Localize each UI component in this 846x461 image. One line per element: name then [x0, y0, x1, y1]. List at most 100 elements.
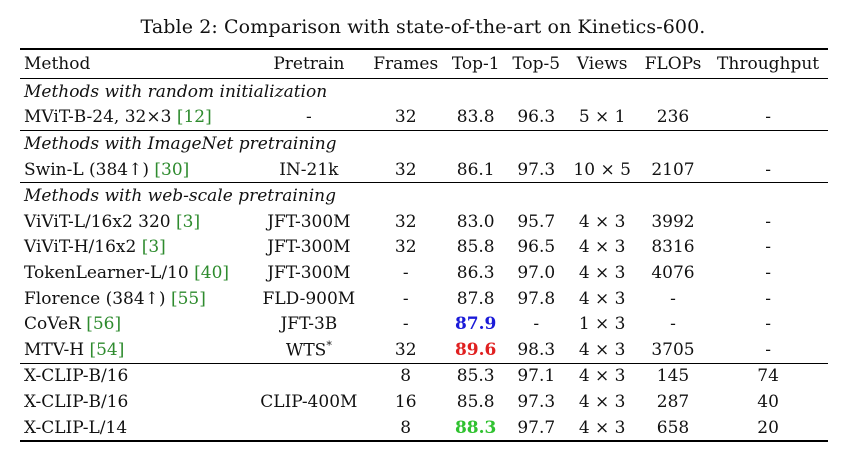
top5-cell: 98.3	[517, 339, 556, 360]
throughput-cell: -	[765, 262, 771, 283]
table-row: Swin-L (384↑) [30] IN-21k 32 86.1 97.3 1…	[20, 157, 828, 183]
table-row: ViViT-H/16x2 [3] JFT-300M 32 85.8 96.5 4…	[20, 235, 828, 261]
pretrain-cell: JFT-300M	[267, 262, 351, 283]
top1-cell-ours-best: 88.3	[454, 417, 497, 438]
throughput-cell: 40	[757, 391, 779, 412]
table-row: ViViT-L/16x2 320 [3] JFT-300M 32 83.0 95…	[20, 209, 828, 235]
top5-cell: 97.1	[517, 366, 556, 387]
views-cell: 4 × 3	[578, 262, 626, 283]
top5-cell: 95.7	[517, 211, 556, 232]
views-cell: 4 × 3	[578, 211, 626, 232]
top1-cell: 87.8	[456, 288, 495, 309]
flops-cell: 8316	[651, 237, 695, 258]
method-cell: X-CLIP-L/14	[24, 417, 128, 438]
col-flops: FLOPs	[644, 54, 702, 74]
flops-cell: -	[670, 288, 676, 309]
views-cell: 10 × 5	[573, 159, 631, 180]
frames-cell: 16	[394, 391, 417, 412]
pretrain-cell: -	[305, 107, 312, 128]
pretrain-cell: JFT-300M	[267, 237, 351, 258]
citation-link[interactable]: [54]	[89, 339, 125, 360]
method-cell: MTV-H [54]	[24, 339, 125, 360]
frames-cell: 32	[394, 159, 417, 180]
throughput-cell: -	[765, 237, 771, 258]
col-top5: Top-5	[512, 54, 561, 74]
frames-cell: -	[402, 288, 409, 309]
top1-cell: 86.1	[456, 159, 495, 180]
throughput-cell: -	[765, 211, 771, 232]
views-cell: 4 × 3	[578, 417, 626, 438]
pretrain-cell: JFT-300M	[267, 211, 351, 232]
pretrain-cell	[252, 415, 366, 442]
top5-cell: 97.0	[517, 262, 556, 283]
section-title: Methods with ImageNet pretraining	[24, 133, 337, 154]
col-top1: Top-1	[451, 54, 500, 74]
citation-link[interactable]: [3]	[176, 211, 201, 232]
section-header: Methods with ImageNet pretraining	[20, 130, 828, 157]
asterisk-note: *	[326, 338, 332, 352]
table-row: TokenLearner-L/10 [40] JFT-300M - 86.3 9…	[20, 260, 828, 286]
pretrain-cell: FLD-900M	[262, 288, 356, 309]
top1-cell-best: 89.6	[454, 339, 497, 360]
views-cell: 4 × 3	[578, 366, 626, 387]
top1-cell: 85.3	[456, 366, 495, 387]
frames-cell: 8	[400, 366, 412, 387]
throughput-cell: -	[765, 107, 771, 128]
table-row: X-CLIP-B/16 8 85.3 97.1 4 × 3 145 74	[20, 363, 828, 389]
table-row: X-CLIP-L/14 8 88.3 97.7 4 × 3 658 20	[20, 415, 828, 442]
views-cell: 1 × 3	[578, 314, 626, 335]
method-cell: X-CLIP-B/16	[24, 391, 129, 412]
method-cell: ViViT-L/16x2 320 [3]	[24, 211, 201, 232]
method-cell: X-CLIP-B/16	[24, 366, 129, 387]
top5-cell: 97.7	[517, 417, 556, 438]
top1-cell-second-best: 87.9	[454, 314, 497, 335]
throughput-cell: -	[765, 314, 771, 335]
citation-link[interactable]: [55]	[170, 288, 206, 309]
top1-cell: 83.8	[456, 107, 495, 128]
flops-cell: 145	[656, 366, 690, 387]
citation-link[interactable]: [30]	[154, 159, 190, 180]
citation-link[interactable]: [56]	[86, 314, 122, 335]
throughput-cell: 74	[757, 366, 779, 387]
frames-cell: 32	[394, 237, 417, 258]
flops-cell: 3705	[651, 339, 695, 360]
flops-cell: -	[670, 314, 676, 335]
pretrain-cell: WTS*	[285, 338, 332, 361]
header-row: Method Pretrain Frames Top-1 Top-5 Views…	[20, 49, 828, 79]
flops-cell: 2107	[651, 159, 695, 180]
citation-link[interactable]: [12]	[176, 107, 212, 128]
top5-cell: 97.3	[517, 391, 556, 412]
method-cell: MViT-B-24, 32×3 [12]	[24, 107, 212, 128]
table-row: X-CLIP-B/16 CLIP-400M 16 85.8 97.3 4 × 3…	[20, 389, 828, 415]
flops-cell: 287	[656, 391, 690, 412]
throughput-cell: -	[765, 159, 771, 180]
top5-cell: 97.8	[517, 288, 556, 309]
flops-cell: 3992	[651, 211, 695, 232]
pretrain-cell: CLIP-400M	[260, 391, 358, 412]
frames-cell: 32	[394, 211, 417, 232]
frames-cell: 32	[394, 339, 417, 360]
frames-cell: -	[402, 262, 409, 283]
throughput-cell: 20	[757, 417, 779, 438]
pretrain-cell: JFT-3B	[280, 314, 338, 335]
citation-link[interactable]: [3]	[141, 237, 166, 258]
frames-cell: 32	[394, 107, 417, 128]
frames-cell: 8	[400, 417, 412, 438]
flops-cell: 4076	[651, 262, 695, 283]
pretrain-cell: IN-21k	[279, 159, 339, 180]
views-cell: 4 × 3	[578, 391, 626, 412]
method-cell: ViViT-H/16x2 [3]	[24, 237, 166, 258]
top1-cell: 83.0	[456, 211, 495, 232]
section-header: Methods with web-scale pretraining	[20, 182, 828, 209]
table-caption: Table 2: Comparison with state-of-the-ar…	[140, 16, 706, 38]
top1-cell: 85.8	[456, 391, 495, 412]
method-cell: Swin-L (384↑) [30]	[24, 159, 190, 180]
views-cell: 4 × 3	[578, 288, 626, 309]
citation-link[interactable]: [40]	[194, 262, 230, 283]
top5-cell: 96.5	[517, 237, 556, 258]
views-cell: 5 × 1	[578, 107, 626, 128]
method-cell: CoVeR [56]	[24, 314, 122, 335]
col-pretrain: Pretrain	[273, 54, 345, 74]
section-title: Methods with random initialization	[24, 81, 328, 102]
flops-cell: 236	[656, 107, 690, 128]
